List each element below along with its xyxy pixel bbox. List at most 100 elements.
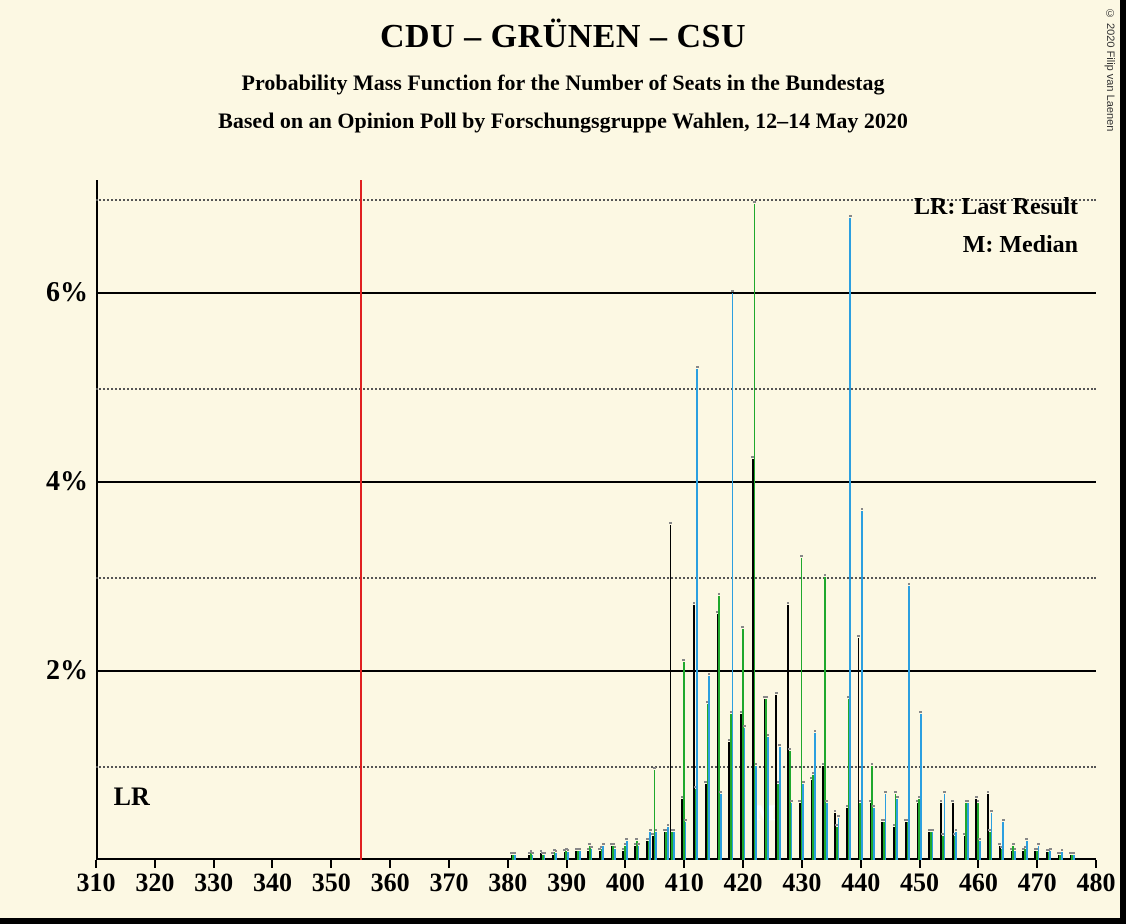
bar-u xyxy=(991,813,993,860)
bar-u xyxy=(1038,846,1040,860)
x-tick xyxy=(271,860,273,868)
bar-u xyxy=(1002,822,1004,860)
bar-cap xyxy=(1025,838,1028,840)
bar-cap xyxy=(767,734,770,736)
bar-cap xyxy=(755,763,758,765)
x-tick-label: 400 xyxy=(606,868,645,898)
bar-cap xyxy=(602,843,605,845)
x-tick xyxy=(977,860,979,868)
bar-u xyxy=(920,714,922,860)
bar-cap xyxy=(894,791,897,793)
x-tick-label: 460 xyxy=(959,868,998,898)
gridline-minor xyxy=(96,577,1096,579)
bar-u xyxy=(944,794,946,860)
x-tick xyxy=(213,860,215,868)
bar-b xyxy=(670,525,672,860)
bar-cap xyxy=(655,829,658,831)
bar-cap xyxy=(802,781,805,783)
bar-cap xyxy=(588,843,591,845)
bar-u xyxy=(885,794,887,860)
bar-u xyxy=(908,586,910,860)
bar-u xyxy=(791,803,793,860)
bar-cap xyxy=(967,800,970,802)
legend-lr: LR: Last Result xyxy=(914,194,1078,221)
bar-cap xyxy=(731,290,734,292)
bar-cap xyxy=(955,829,958,831)
bar-u xyxy=(1014,851,1016,860)
x-tick xyxy=(860,860,862,868)
plot-area: 3103203303403503603703803904004104204304… xyxy=(96,180,1096,860)
x-tick xyxy=(389,860,391,868)
bar-u xyxy=(755,766,757,860)
bar-cap xyxy=(990,810,993,812)
chart-area: 3103203303403503603703803904004104204304… xyxy=(96,180,1106,860)
bar-cap xyxy=(708,673,711,675)
bar-cap xyxy=(943,791,946,793)
bar-g xyxy=(754,204,756,860)
bar-cap xyxy=(578,848,581,850)
x-tick xyxy=(801,860,803,868)
x-tick xyxy=(683,860,685,868)
bar-cap xyxy=(693,602,696,604)
bar-u xyxy=(1026,841,1028,860)
bar-u xyxy=(814,733,816,861)
bar-u xyxy=(744,728,746,860)
x-tick-label: 410 xyxy=(665,868,704,898)
bar-cap xyxy=(672,829,675,831)
x-tick xyxy=(566,860,568,868)
bar-cap xyxy=(753,201,756,203)
frame-border-bottom xyxy=(0,918,1126,924)
gridline-major xyxy=(96,481,1096,483)
bar-u xyxy=(955,832,957,860)
bar-cap xyxy=(743,725,746,727)
bar-u xyxy=(896,799,898,860)
bar-u xyxy=(579,851,581,860)
bar-cap xyxy=(590,846,593,848)
bar-u xyxy=(720,794,722,860)
legend-m: M: Median xyxy=(963,232,1078,259)
bar-u xyxy=(732,293,734,860)
bar-u xyxy=(861,511,863,860)
bar-u xyxy=(638,846,640,860)
bar-cap xyxy=(649,829,652,831)
bar-u xyxy=(667,827,669,860)
bar-u xyxy=(685,822,687,860)
bar-u xyxy=(555,853,557,860)
x-tick xyxy=(330,860,332,868)
x-tick xyxy=(624,860,626,868)
bar-u xyxy=(826,803,828,860)
bar-cap xyxy=(824,574,827,576)
x-tick xyxy=(1036,860,1038,868)
x-tick-label: 320 xyxy=(135,868,174,898)
x-tick-label: 390 xyxy=(547,868,586,898)
bar-cap xyxy=(719,791,722,793)
x-tick-label: 350 xyxy=(312,868,351,898)
bar-u xyxy=(1073,855,1075,860)
x-tick-label: 360 xyxy=(371,868,410,898)
bar-cap xyxy=(871,763,874,765)
bar-cap xyxy=(849,215,852,217)
bar-u xyxy=(655,832,657,860)
bar-cap xyxy=(775,692,778,694)
x-tick-label: 370 xyxy=(429,868,468,898)
title-block: CDU – GRÜNEN – CSU Probability Mass Func… xyxy=(0,0,1126,134)
gridline-major xyxy=(96,292,1096,294)
bar-cap xyxy=(919,711,922,713)
gridline-minor xyxy=(96,388,1096,390)
x-tick-label: 450 xyxy=(900,868,939,898)
bar-u xyxy=(696,369,698,860)
frame-border-right xyxy=(1120,0,1126,924)
y-tick-label: 4% xyxy=(16,466,88,498)
bar-cap xyxy=(741,626,744,628)
bar-cap xyxy=(872,805,875,807)
bar-u xyxy=(567,852,569,860)
x-tick xyxy=(95,860,97,868)
x-tick xyxy=(742,860,744,868)
gridline-major xyxy=(96,670,1096,672)
bar-u xyxy=(602,846,604,860)
credit-text: © 2020 Filip van Laenen xyxy=(1104,8,1116,131)
bar-cap xyxy=(637,843,640,845)
bar-u xyxy=(779,747,781,860)
bar-cap xyxy=(514,852,517,854)
bar-u xyxy=(708,676,710,860)
